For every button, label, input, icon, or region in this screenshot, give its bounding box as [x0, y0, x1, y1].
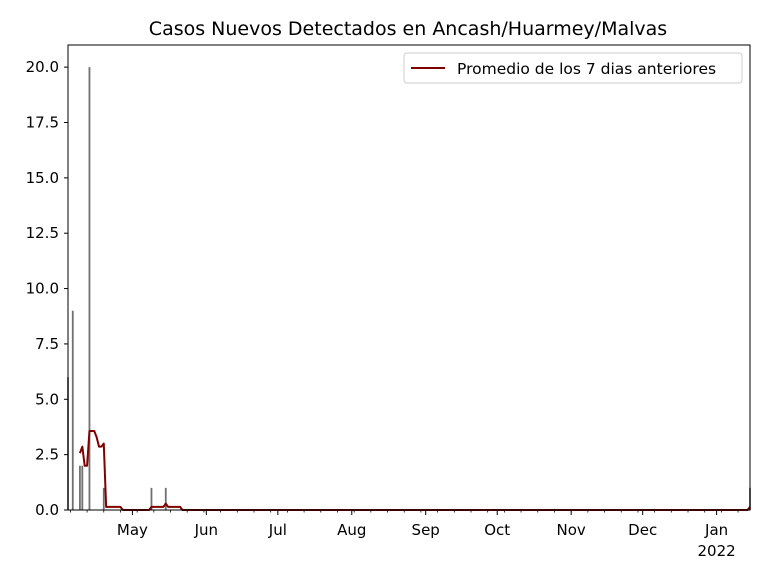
average-line [78, 429, 751, 511]
average-line-layer [78, 429, 751, 511]
y-tick-label: 10.0 [26, 280, 59, 298]
axes-layer: 0.0 2.5 5.0 7.5 10.0 12.5 15.0 17.5 20.0 May Jun Ju… [26, 44, 751, 560]
legend: Promedio de los 7 dias anteriores [403, 52, 743, 84]
x-tick-label: Jun [194, 521, 218, 539]
y-tick-label: 20.0 [26, 58, 59, 76]
y-tick-label: 15.0 [26, 169, 59, 187]
x-tick-label: Nov [557, 521, 586, 539]
x-tick-label: Jan [704, 521, 728, 539]
bar [79, 465, 81, 510]
y-tick-label: 5.0 [35, 390, 59, 408]
plot-frame [67, 44, 751, 511]
bar [88, 67, 91, 510]
x-tick-label: May [117, 521, 148, 539]
bar [164, 487, 167, 510]
x-tick-label: Dec [628, 521, 657, 539]
x-tick-label: Jul [268, 521, 287, 539]
x-tick-year-label: 2022 [698, 542, 736, 560]
bar [102, 487, 105, 510]
legend-label: Promedio de los 7 dias anteriores [457, 60, 716, 78]
y-tick-label: 17.5 [26, 114, 59, 132]
x-tick-label: Sep [412, 521, 440, 539]
bar [81, 465, 84, 510]
y-tick-label: 0.0 [35, 501, 59, 519]
y-tick-label: 12.5 [26, 224, 59, 242]
y-tick-label: 2.5 [35, 446, 59, 464]
bar [71, 310, 74, 510]
x-tick-label: Aug [337, 521, 366, 539]
plot-area [68, 45, 750, 510]
legend-box [403, 52, 743, 84]
y-tick-label: 7.5 [35, 335, 59, 353]
bar [150, 487, 153, 510]
x-tick-label: Oct [484, 521, 510, 539]
chart-title: Casos Nuevos Detectados en Ancash/Huarme… [149, 18, 667, 40]
